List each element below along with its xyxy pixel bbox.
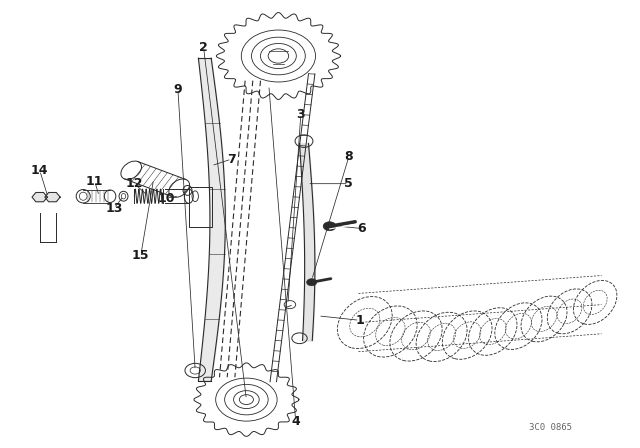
Text: 14: 14 [31,164,49,177]
Circle shape [307,279,317,286]
Polygon shape [32,193,47,202]
Text: 8: 8 [344,150,353,164]
Circle shape [323,222,336,231]
Text: 10: 10 [157,191,175,205]
Text: 9: 9 [173,83,182,96]
Text: 4: 4 [291,414,300,428]
Text: 11: 11 [86,175,104,188]
Text: 3: 3 [296,108,305,121]
Polygon shape [45,193,60,202]
Text: 6: 6 [357,222,366,235]
Text: 2: 2 [199,40,208,54]
Text: 13: 13 [105,202,123,215]
Text: 12: 12 [125,177,143,190]
Text: 3C0 0865: 3C0 0865 [529,423,572,432]
Text: 7: 7 [227,152,236,166]
Text: 1: 1 [355,314,364,327]
Text: 15: 15 [132,249,150,262]
Text: 5: 5 [344,177,353,190]
